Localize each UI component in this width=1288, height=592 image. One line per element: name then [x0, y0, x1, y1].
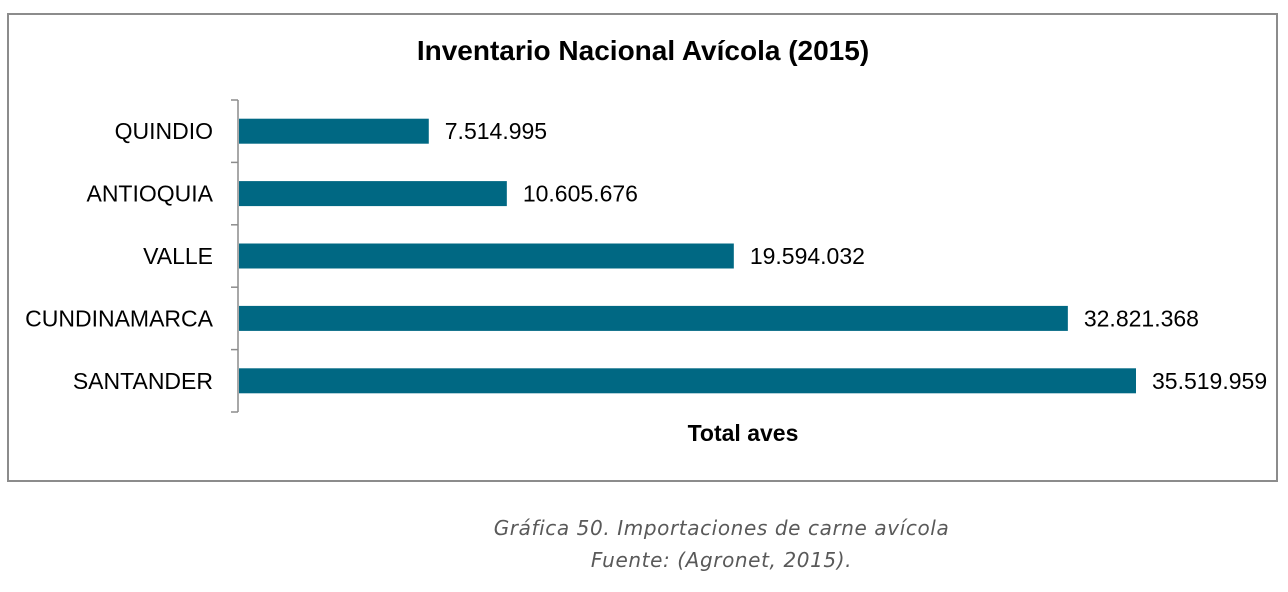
category-label: CUNDINAMARCA [25, 305, 214, 331]
value-label: 32.821.368 [1084, 305, 1199, 331]
value-label: 10.605.676 [523, 181, 638, 207]
value-label: 19.594.032 [750, 243, 865, 269]
category-label: VALLE [143, 243, 213, 269]
figure-source: Fuente: (Agronet, 2015). [590, 548, 853, 572]
value-label: 7.514.995 [445, 118, 547, 144]
chart-title: Inventario Nacional Avícola (2015) [417, 35, 869, 66]
x-axis-title: Total aves [688, 420, 799, 446]
bar-cundinamarca [239, 305, 1068, 331]
bars [239, 118, 1136, 394]
y-axis [231, 99, 239, 413]
bar-antioquia [239, 181, 507, 207]
bar-quindio [239, 118, 429, 144]
category-label: SANTANDER [73, 368, 213, 394]
category-label: QUINDIO [115, 118, 213, 144]
bar-valle [239, 243, 734, 269]
figure-caption: Gráfica 50. Importaciones de carne avíco… [493, 516, 950, 540]
category-labels: QUINDIO ANTIOQUIA VALLE CUNDINAMARCA SANTAND… [25, 118, 214, 394]
value-label: 35.519.959 [1152, 368, 1267, 394]
category-label: ANTIOQUIA [86, 181, 213, 207]
bar-santander [239, 368, 1136, 394]
value-labels: 7.514.995 10.605.676 19.594.032 32.821.368 3… [445, 118, 1267, 394]
